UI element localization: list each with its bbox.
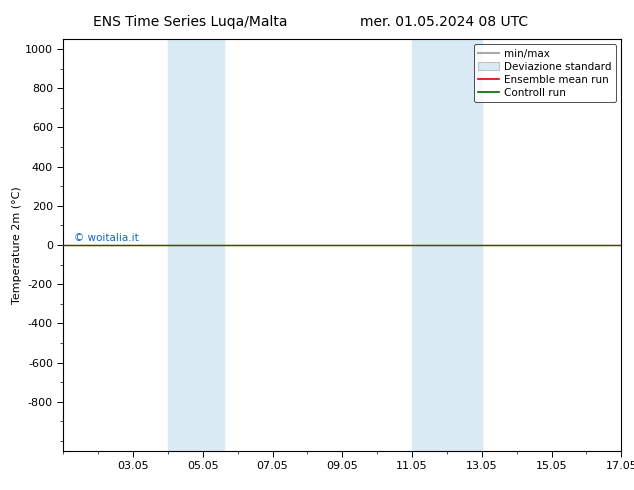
- Bar: [412, 39, 482, 451]
- Text: mer. 01.05.2024 08 UTC: mer. 01.05.2024 08 UTC: [359, 15, 528, 29]
- Bar: [168, 39, 224, 451]
- Text: © woitalia.it: © woitalia.it: [74, 233, 139, 243]
- Legend: min/max, Deviazione standard, Ensemble mean run, Controll run: min/max, Deviazione standard, Ensemble m…: [474, 45, 616, 102]
- Text: ENS Time Series Luqa/Malta: ENS Time Series Luqa/Malta: [93, 15, 287, 29]
- Y-axis label: Temperature 2m (°C): Temperature 2m (°C): [12, 186, 22, 304]
